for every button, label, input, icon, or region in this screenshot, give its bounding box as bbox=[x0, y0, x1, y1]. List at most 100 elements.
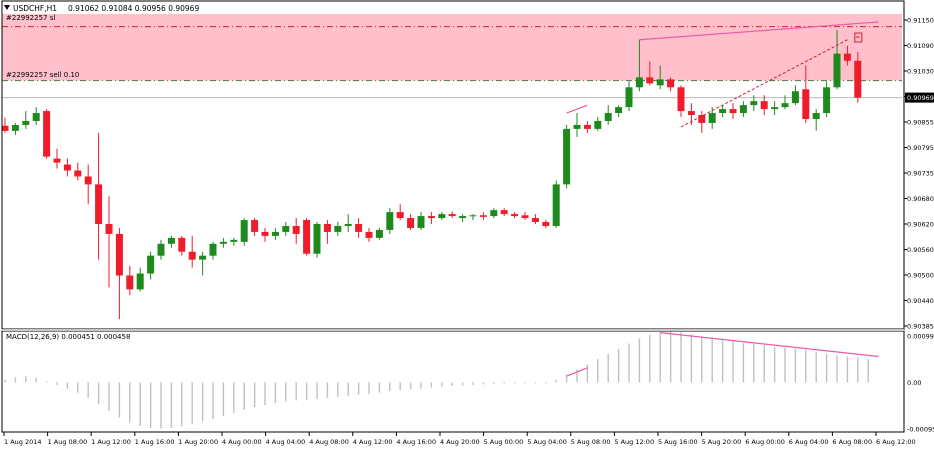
time-tick-label: 1 Aug 08:00 bbox=[48, 438, 88, 446]
time-tick-label: 1 Aug 20:00 bbox=[178, 438, 218, 446]
candle-body bbox=[292, 225, 300, 234]
candle-body bbox=[240, 220, 248, 242]
candle-body bbox=[573, 124, 581, 129]
candle-body bbox=[812, 113, 820, 119]
candle-body bbox=[583, 124, 591, 129]
candle-body bbox=[739, 105, 747, 114]
time-tick-label: 5 Aug 00:00 bbox=[484, 438, 524, 446]
price-tick-label: 0.90855 bbox=[907, 119, 934, 127]
drawing-objects bbox=[566, 21, 879, 128]
candle-body bbox=[833, 53, 841, 88]
candle-body bbox=[105, 224, 113, 234]
candle-body bbox=[469, 215, 477, 217]
macd-divergence-trendline[interactable] bbox=[660, 332, 879, 358]
candle-body bbox=[417, 216, 425, 228]
candle-body bbox=[261, 231, 269, 236]
time-tick-label: 6 Aug 00:00 bbox=[745, 438, 785, 446]
time-tick-label: 1 Aug 2014 bbox=[4, 438, 42, 446]
macd-panel[interactable] bbox=[4, 331, 879, 429]
candle-body bbox=[95, 184, 103, 224]
candle-body bbox=[854, 60, 862, 98]
candle-body bbox=[136, 273, 144, 290]
price-panel[interactable] bbox=[1, 14, 903, 320]
current-price-label: 0.90969 bbox=[907, 94, 934, 102]
time-tick-label: 1 Aug 16:00 bbox=[135, 438, 175, 446]
candle-body bbox=[1, 125, 9, 131]
candle-body bbox=[511, 214, 519, 217]
sell-marker-icon[interactable] bbox=[854, 32, 863, 43]
candle-body bbox=[344, 224, 352, 226]
candle-body bbox=[438, 214, 446, 219]
macd-tick-label: 0.00 bbox=[907, 379, 921, 387]
candle-body bbox=[687, 111, 695, 116]
candle-body bbox=[531, 218, 539, 223]
candle-body bbox=[521, 215, 529, 219]
candle-body bbox=[698, 115, 706, 123]
candle-body bbox=[199, 255, 207, 260]
candle-body bbox=[313, 224, 321, 254]
price-tick-label: 0.91030 bbox=[907, 68, 934, 76]
candle-body bbox=[407, 218, 415, 228]
macd-drawing-objects bbox=[566, 332, 879, 377]
chart-header: USDCHF,H1 0.91062 0.91084 0.90956 0.9096… bbox=[4, 4, 199, 13]
candle-body bbox=[188, 251, 196, 260]
price-tick-label: 0.90680 bbox=[907, 195, 934, 203]
price-tick-label: 0.90620 bbox=[907, 221, 934, 229]
candle-body bbox=[802, 89, 810, 119]
candle-body bbox=[126, 275, 134, 290]
time-tick-label: 5 Aug 04:00 bbox=[527, 438, 567, 446]
candle-body bbox=[84, 176, 92, 185]
candle-body bbox=[178, 237, 186, 252]
time-tick-label: 5 Aug 16:00 bbox=[658, 438, 698, 446]
candle-body bbox=[157, 243, 165, 256]
candle-body bbox=[479, 215, 487, 217]
macd-histogram bbox=[4, 331, 869, 429]
time-tick-label: 4 Aug 04:00 bbox=[266, 438, 306, 446]
candle-body bbox=[677, 87, 685, 112]
price-tick-label: 0.91090 bbox=[907, 42, 934, 50]
ohlc-label: 0.91062 0.91084 0.90956 0.90969 bbox=[68, 4, 199, 13]
macd-short-trendline[interactable] bbox=[566, 367, 588, 377]
candle-body bbox=[355, 224, 363, 232]
macd-label: MACD(12,26,9) 0.000451 0.000458 bbox=[6, 333, 130, 341]
panel-separator[interactable] bbox=[2, 329, 904, 331]
candle-body bbox=[427, 216, 435, 219]
triangle-down-icon[interactable] bbox=[4, 5, 10, 10]
candle-body bbox=[219, 241, 227, 244]
price-tick-label: 0.90385 bbox=[907, 323, 934, 331]
price-tick-label: 0.90735 bbox=[907, 170, 934, 178]
candle-body bbox=[771, 107, 779, 110]
candle-body bbox=[22, 120, 30, 125]
stop-loss-label[interactable]: #22992257 sl bbox=[6, 14, 55, 22]
resistance-trendline[interactable] bbox=[639, 21, 879, 41]
candle-body bbox=[271, 231, 279, 236]
candle-body bbox=[656, 79, 664, 86]
candle-body bbox=[53, 158, 61, 163]
candle-body bbox=[552, 184, 560, 226]
short-trendline[interactable] bbox=[566, 104, 588, 114]
candle-body bbox=[625, 87, 633, 108]
candle-body bbox=[750, 101, 758, 106]
sell-order-label[interactable]: #22992257 sell 0.10 bbox=[6, 71, 79, 79]
macd-axis: 0.000992 0.00 -0.000959 bbox=[907, 333, 934, 434]
candle-body bbox=[843, 53, 851, 61]
candle-body bbox=[459, 216, 467, 219]
candle-body bbox=[115, 233, 123, 276]
candle-body bbox=[334, 225, 342, 232]
candle-body bbox=[667, 79, 675, 88]
candle-body bbox=[729, 109, 737, 114]
candle-body bbox=[386, 212, 394, 230]
time-tick-label: 4 Aug 16:00 bbox=[396, 438, 436, 446]
price-tick-label: 0.90795 bbox=[907, 144, 934, 152]
candle-body bbox=[323, 224, 331, 232]
candle-body bbox=[303, 220, 311, 254]
time-tick-label: 1 Aug 12:00 bbox=[91, 438, 131, 446]
time-axis: 1 Aug 2014 1 Aug 08:00 1 Aug 12:00 1 Aug 16… bbox=[3, 432, 916, 446]
time-tick-label: 4 Aug 00:00 bbox=[222, 438, 262, 446]
candle-body bbox=[635, 77, 643, 88]
candle-body bbox=[708, 113, 716, 123]
time-tick-label: 6 Aug 08:00 bbox=[832, 438, 872, 446]
time-tick-label: 6 Aug 04:00 bbox=[789, 438, 829, 446]
